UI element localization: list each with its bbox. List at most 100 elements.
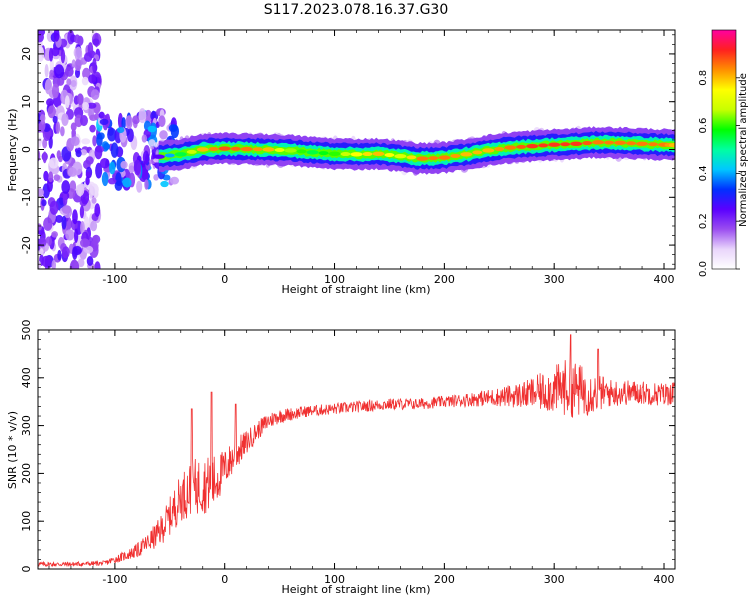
ridge-peak bbox=[669, 142, 675, 148]
noise-cell bbox=[94, 203, 101, 217]
colorbar-tick-label: 0.4 bbox=[698, 165, 709, 181]
noise-cell bbox=[90, 89, 100, 100]
noise-cell bbox=[41, 199, 47, 207]
noise-cell bbox=[85, 171, 91, 178]
snr-background bbox=[38, 330, 675, 569]
ridge-peak bbox=[328, 151, 341, 157]
noise-cell bbox=[66, 78, 72, 86]
ridge-peak bbox=[450, 153, 461, 158]
figure-title: S117.2023.078.16.37.G30 bbox=[264, 2, 449, 18]
ridge-peak bbox=[218, 146, 231, 151]
noise-cell bbox=[61, 205, 72, 214]
snr-x-tick-label: 0 bbox=[221, 573, 228, 586]
noise-cell bbox=[103, 142, 111, 151]
ridge-peak bbox=[284, 148, 297, 153]
snr-plot-area bbox=[38, 334, 675, 568]
ridge-peak bbox=[636, 141, 649, 146]
noise-cell bbox=[169, 176, 180, 185]
ridge-peak bbox=[196, 147, 209, 152]
noise-cell bbox=[75, 184, 85, 197]
noise-cell bbox=[42, 138, 48, 149]
ridge-peak bbox=[560, 142, 571, 147]
noise-cell bbox=[62, 192, 68, 206]
ridge-peak bbox=[306, 150, 319, 155]
noise-cell bbox=[89, 124, 96, 133]
noise-cell bbox=[73, 228, 79, 243]
noise-cell bbox=[55, 214, 63, 223]
noise-cell bbox=[89, 184, 94, 200]
noise-cell bbox=[60, 49, 66, 64]
spectrogram-y-label: Frequency (Hz) bbox=[6, 109, 19, 192]
ridge-peak bbox=[570, 141, 583, 146]
noise-cell bbox=[53, 30, 60, 42]
ridge-peak bbox=[592, 140, 605, 145]
noise-cell bbox=[138, 108, 147, 124]
ridge-peak bbox=[262, 147, 275, 152]
ridge-peak bbox=[438, 155, 451, 160]
noise-cell bbox=[79, 115, 88, 127]
noise-cell bbox=[38, 260, 42, 269]
noise-cell bbox=[160, 180, 169, 188]
noise-cell bbox=[81, 76, 89, 86]
colorbar-gradient bbox=[712, 30, 736, 269]
colorbar-frame bbox=[711, 29, 737, 270]
noise-cell bbox=[53, 174, 61, 181]
spectrogram-x-tick-label: 200 bbox=[434, 273, 455, 286]
ridge-peak bbox=[526, 143, 539, 149]
ridge-peak bbox=[350, 152, 363, 157]
noise-cell bbox=[98, 111, 105, 119]
noise-cell bbox=[44, 78, 53, 95]
noise-cell bbox=[43, 170, 49, 182]
noise-cell bbox=[75, 150, 82, 158]
snr-y-tick-label: 100 bbox=[20, 511, 33, 532]
noise-cell bbox=[64, 66, 74, 77]
noise-cell bbox=[122, 177, 132, 188]
colorbar-label: Normalized spectral amplitude bbox=[738, 73, 749, 227]
noise-cell bbox=[56, 76, 65, 86]
ridge-peak bbox=[274, 147, 285, 152]
ridge-peak bbox=[152, 154, 165, 159]
snr-x-axis: -100 0 100 200 300 400 bbox=[48, 330, 675, 586]
noise-cell bbox=[70, 79, 77, 88]
ridge-peak bbox=[416, 156, 429, 161]
noise-cell bbox=[39, 114, 46, 123]
snr-x-tick-label: 300 bbox=[544, 573, 565, 586]
spectrogram-heatmap bbox=[38, 30, 675, 269]
snr-x-tick-label: 100 bbox=[324, 573, 345, 586]
noise-cell bbox=[61, 246, 70, 259]
halo-cell bbox=[153, 142, 159, 148]
ridge-peak bbox=[186, 149, 197, 154]
noise-cell bbox=[51, 259, 57, 269]
noise-cell bbox=[67, 167, 77, 177]
snr-x-label: Height of straight line (km) bbox=[281, 583, 430, 596]
spectrogram-x-tick-label: 300 bbox=[544, 273, 565, 286]
noise-cell bbox=[73, 260, 79, 269]
noise-cell bbox=[73, 107, 84, 119]
noise-cell bbox=[158, 115, 166, 127]
ridge-peak bbox=[614, 140, 627, 146]
noise-cell bbox=[89, 242, 99, 258]
noise-cell bbox=[101, 171, 109, 187]
ridge-peak bbox=[394, 153, 407, 159]
ridge-peak bbox=[362, 152, 373, 157]
snr-x-tick-label: 400 bbox=[654, 573, 675, 586]
snr-series-line bbox=[38, 334, 675, 568]
ridge-peak bbox=[208, 147, 219, 152]
noise-cell bbox=[48, 171, 54, 183]
noise-cell bbox=[89, 114, 98, 122]
noise-cell bbox=[44, 64, 49, 78]
noise-cell bbox=[38, 32, 44, 43]
noise-cell bbox=[110, 142, 119, 158]
noise-cell bbox=[82, 101, 90, 111]
ridge-peak bbox=[516, 144, 527, 149]
noise-cell bbox=[144, 179, 149, 190]
noise-cell bbox=[38, 46, 43, 54]
noise-cell bbox=[49, 200, 59, 215]
noise-cell bbox=[85, 156, 94, 165]
noise-cell bbox=[144, 109, 153, 124]
noise-cell bbox=[121, 117, 126, 130]
ridge-peak bbox=[240, 146, 253, 152]
noise-cell bbox=[57, 249, 62, 261]
noise-cell bbox=[94, 261, 101, 269]
noise-cell bbox=[107, 177, 117, 185]
